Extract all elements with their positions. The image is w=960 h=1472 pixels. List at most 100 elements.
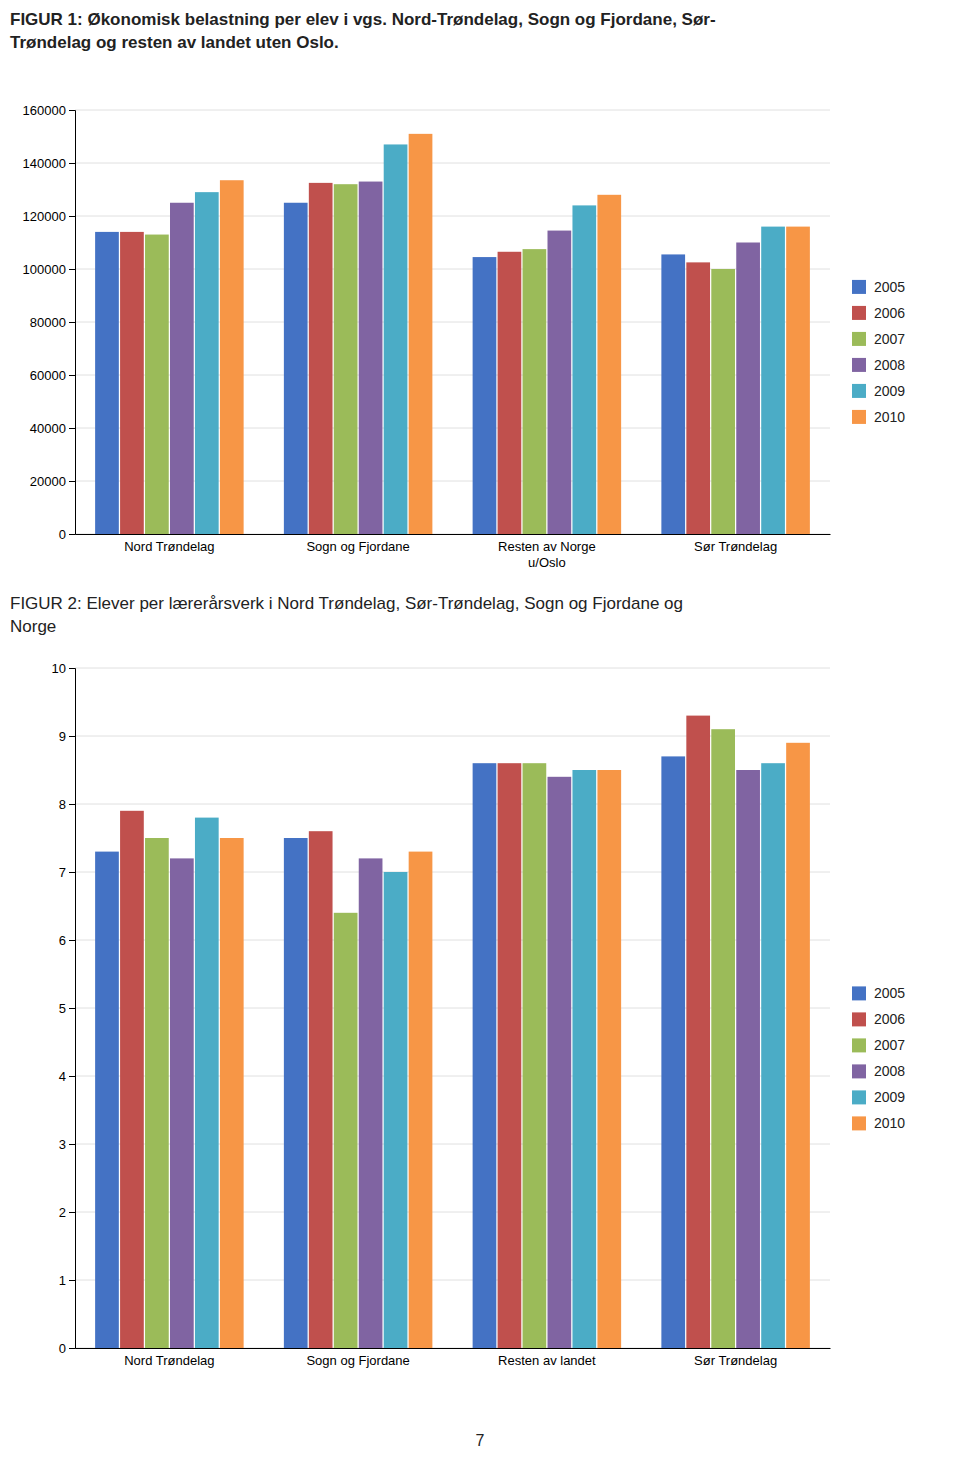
legend-item: 2005	[852, 985, 905, 1001]
y-tick-mark	[69, 110, 75, 111]
bar	[195, 818, 219, 1348]
bar	[661, 756, 685, 1348]
bar	[786, 227, 810, 534]
bar	[120, 811, 144, 1348]
legend-item: 2009	[852, 1089, 905, 1105]
bar-series	[95, 756, 685, 1348]
y-axis-line	[69, 111, 76, 535]
bar-series	[195, 763, 785, 1348]
y-tick-mark	[69, 668, 75, 669]
bar	[547, 777, 571, 1348]
y-tick-mark	[69, 1212, 75, 1213]
y-tick-label: 0	[59, 1341, 66, 1356]
bar	[220, 838, 244, 1348]
legend-label: 2009	[874, 383, 905, 399]
y-tick: 9	[59, 729, 75, 744]
y-tick: 60000	[30, 368, 75, 383]
legend-item: 2008	[852, 1063, 905, 1079]
y-tick: 20000	[30, 474, 75, 489]
legend-label: 2007	[874, 331, 905, 347]
y-tick-label: 160000	[23, 103, 66, 118]
bar	[195, 192, 219, 534]
bar	[170, 858, 194, 1348]
y-tick: 6	[59, 933, 75, 948]
bar-series	[120, 716, 710, 1348]
y-tick-label: 9	[59, 729, 66, 744]
y-tick-mark	[69, 216, 75, 217]
y-tick-label: 5	[59, 1001, 66, 1016]
y-tick: 10	[52, 661, 75, 676]
legend-swatch	[852, 384, 866, 398]
y-tick-mark	[69, 322, 75, 323]
y-tick: 0	[59, 527, 75, 542]
bar	[711, 269, 735, 534]
legend-swatch	[852, 306, 866, 320]
y-tick-mark	[69, 872, 75, 873]
y-tick-label: 20000	[30, 474, 66, 489]
grid-line	[75, 668, 830, 669]
y-tick-label: 3	[59, 1137, 66, 1152]
y-tick-label: 7	[59, 865, 66, 880]
x-axis-line	[76, 1348, 831, 1349]
bar	[572, 770, 596, 1348]
legend-swatch	[852, 1012, 866, 1026]
x-tick: Sogn og Fjordane	[306, 534, 409, 554]
y-tick: 2	[59, 1205, 75, 1220]
y-tick-label: 60000	[30, 368, 66, 383]
y-tick-mark	[69, 736, 75, 737]
bar	[572, 205, 596, 534]
legend-item: 2005	[852, 279, 905, 295]
bars	[95, 134, 810, 534]
legend-item: 2009	[852, 383, 905, 399]
bar-series	[220, 134, 810, 534]
legend-swatch	[852, 1064, 866, 1078]
y-axis-line	[69, 669, 76, 1349]
legend-item: 2010	[852, 1115, 905, 1131]
bar	[309, 831, 333, 1348]
bar	[170, 203, 194, 534]
bar	[711, 729, 735, 1348]
legend-label: 2010	[874, 409, 905, 425]
y-tick: 80000	[30, 315, 75, 330]
legend-swatch	[852, 1090, 866, 1104]
bar	[686, 716, 710, 1348]
bar	[547, 231, 571, 534]
y-tick-mark	[69, 1076, 75, 1077]
y-tick-mark	[69, 1008, 75, 1009]
bar	[145, 235, 169, 534]
legend-swatch	[852, 332, 866, 346]
y-tick-label: 40000	[30, 421, 66, 436]
x-tick-label: Sogn og Fjordane	[306, 539, 409, 554]
x-tick-label: Sør Trøndelag	[694, 1353, 777, 1368]
legend-label: 2010	[874, 1115, 905, 1131]
y-tick-mark	[69, 375, 75, 376]
bar	[523, 763, 547, 1348]
x-tick-label: Resten av landet	[498, 1353, 596, 1368]
legend-swatch	[852, 410, 866, 424]
y-tick-label: 80000	[30, 315, 66, 330]
bar	[409, 134, 433, 534]
y-tick: 140000	[23, 156, 75, 171]
y-tick-label: 100000	[23, 262, 66, 277]
y-tick: 7	[59, 865, 75, 880]
bar	[284, 203, 308, 534]
bar	[686, 262, 710, 534]
bar	[523, 249, 547, 534]
y-tick-mark	[69, 481, 75, 482]
bar	[384, 872, 408, 1348]
bar	[473, 257, 497, 534]
legend-label: 2006	[874, 305, 905, 321]
y-tick: 100000	[23, 262, 75, 277]
legend-label: 2009	[874, 1089, 905, 1105]
x-axis: Nord TrøndelagSogn og FjordaneResten av …	[76, 1348, 831, 1368]
bar	[220, 180, 244, 534]
legend-item: 2007	[852, 1037, 905, 1053]
bar-series	[170, 770, 760, 1348]
bar	[384, 144, 408, 534]
bar-series	[220, 743, 810, 1348]
bar	[334, 184, 358, 534]
legend-item: 2007	[852, 331, 905, 347]
y-tick-label: 10	[52, 661, 66, 676]
legend-swatch	[852, 280, 866, 294]
bar-series	[195, 144, 785, 534]
